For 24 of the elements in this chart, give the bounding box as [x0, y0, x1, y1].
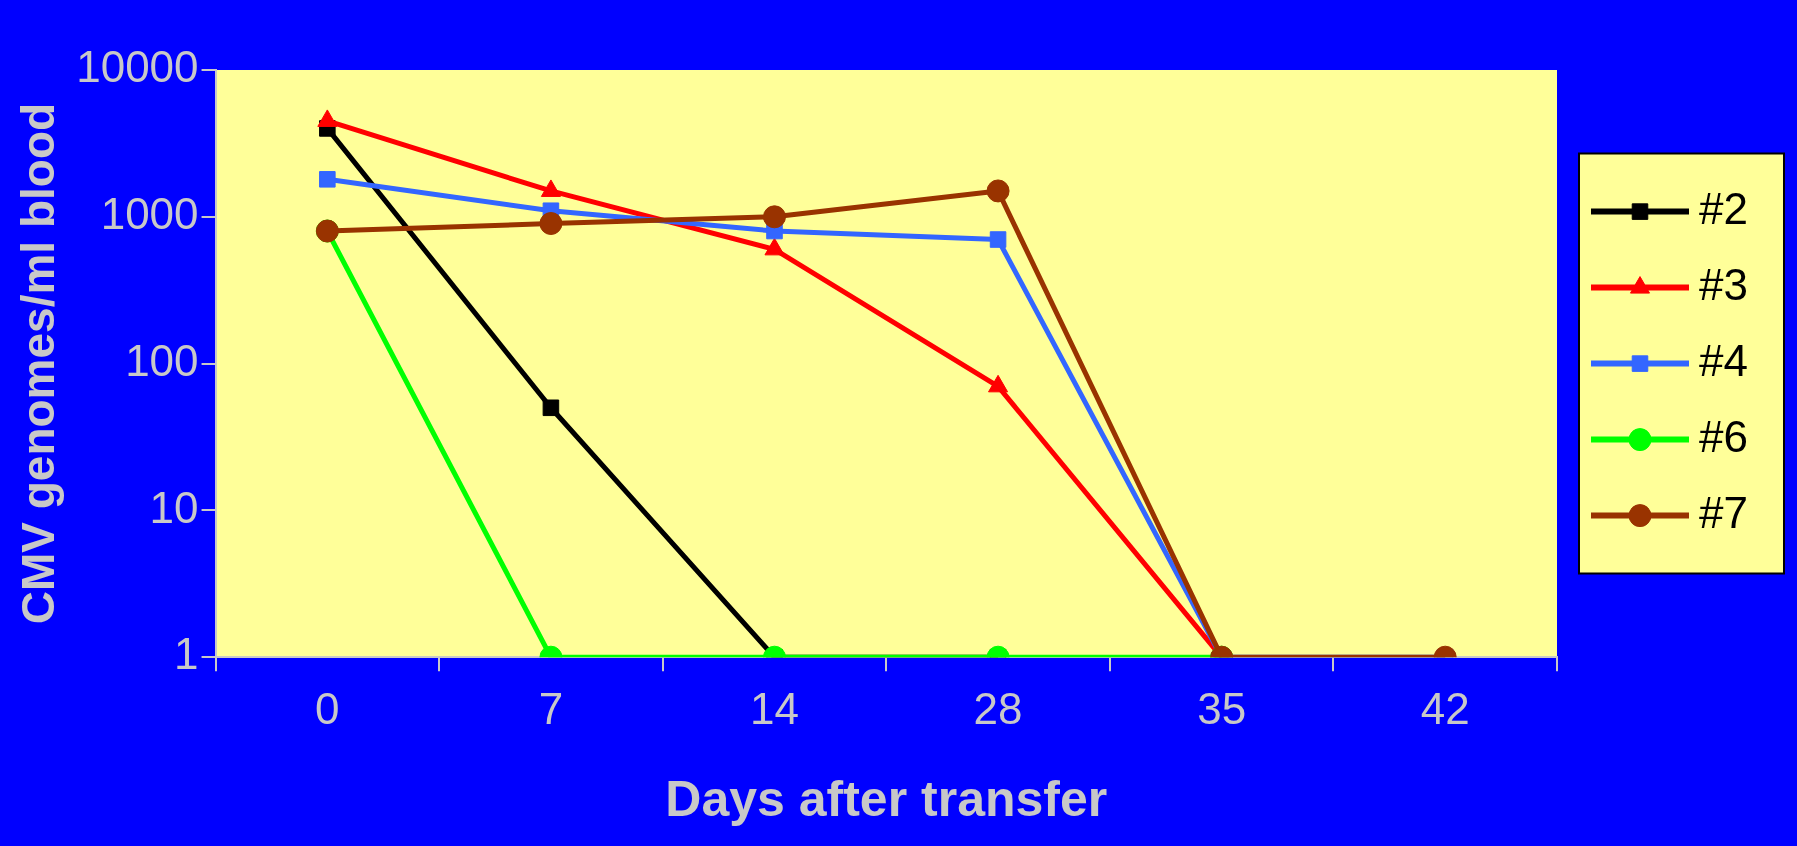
x-tick-label: 35 — [1197, 683, 1247, 733]
x-tick-label: 42 — [1420, 683, 1470, 733]
x-tick-label: 0 — [315, 683, 340, 733]
point — [319, 171, 336, 188]
point — [762, 205, 786, 229]
point — [988, 374, 1009, 393]
legend-label: #3 — [1699, 259, 1748, 309]
y-tick-label: 1000 — [100, 188, 199, 238]
x-tick-label: 14 — [750, 683, 799, 733]
y-axis-title: CMV genomes/ml blood — [12, 102, 65, 625]
x-tick-label: 28 — [973, 683, 1023, 733]
y-tick-label: 10000 — [76, 42, 199, 92]
point — [989, 231, 1007, 248]
legend-label: #4 — [1699, 335, 1748, 385]
point — [539, 212, 563, 236]
legend-label: #6 — [1699, 411, 1748, 461]
x-tick-label: 7 — [538, 683, 564, 733]
y-tick-label: 10 — [149, 482, 199, 532]
point — [986, 179, 1010, 203]
y-tick-label: 1 — [174, 629, 199, 679]
y-tick-label: 100 — [125, 335, 199, 385]
legend-label: #7 — [1699, 487, 1748, 537]
x-axis-title: Days after transfer — [665, 770, 1108, 827]
legend-label: #2 — [1699, 183, 1748, 233]
